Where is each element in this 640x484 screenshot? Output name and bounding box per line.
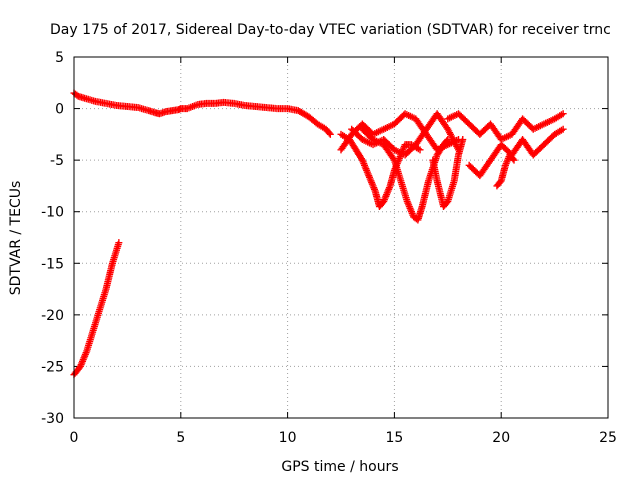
grid-layer [74, 57, 608, 418]
x-tick-label: 20 [492, 430, 510, 446]
y-tick-label: -25 [41, 359, 64, 375]
series-trace-late-2 [465, 125, 567, 180]
x-tick-label: 10 [279, 430, 297, 446]
data-point [459, 136, 467, 144]
y-tick-label: 5 [55, 50, 64, 66]
x-axis-label: GPS time / hours [281, 459, 398, 475]
series-trace-upper-2 [348, 110, 462, 159]
y-axis-label: SDTVAR / TECUs [8, 181, 24, 296]
data-point [357, 155, 365, 163]
x-tick-label: 15 [385, 430, 403, 446]
y-tick-label: -20 [41, 308, 64, 324]
series-trace-dip-17 [429, 136, 467, 211]
series-trace-late [444, 110, 567, 144]
data-point [510, 156, 518, 164]
series-trace-upper-1 [337, 110, 462, 154]
tick-layer: 0 5 10 15 20 25 5 0 -5 -10 -15 -20 -25 -30 [41, 50, 617, 446]
data-point [325, 129, 333, 137]
points-layer [70, 89, 567, 379]
data-point [115, 239, 123, 247]
plot-frame [73, 56, 609, 419]
series-trace-dip-14 [337, 130, 424, 211]
chart-title: Day 175 of 2017, Sidereal Day-to-day VTE… [50, 22, 611, 38]
y-tick-label: -10 [41, 205, 64, 221]
y-tick-label: -15 [41, 256, 64, 272]
y-tick-label: -30 [41, 411, 64, 427]
data-point [326, 130, 334, 138]
x-tick-label: 0 [70, 430, 79, 446]
x-tick-label: 25 [599, 430, 617, 446]
series-trace-dip-20 [493, 151, 518, 190]
data-point [416, 146, 424, 154]
y-tick-label: -5 [50, 153, 64, 169]
x-tick-label: 5 [176, 430, 185, 446]
series-trace-early-rise [70, 239, 123, 379]
y-tick-label: 0 [55, 102, 64, 118]
series-trace-main [70, 89, 334, 138]
data-point [559, 110, 567, 118]
data-point [509, 155, 517, 163]
data-point [559, 125, 567, 133]
